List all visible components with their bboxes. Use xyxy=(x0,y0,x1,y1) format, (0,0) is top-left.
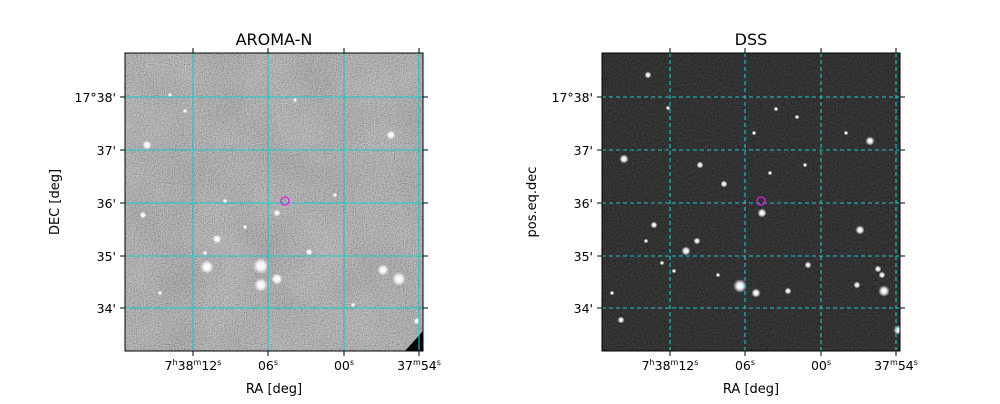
y-tick-label: 36' xyxy=(97,196,116,211)
star xyxy=(212,234,222,244)
star xyxy=(392,272,406,286)
sky-image-aroma xyxy=(125,53,423,351)
y-tick-labels: 17°38' 37' 36' 35' 34' xyxy=(552,90,594,316)
star xyxy=(242,224,248,230)
y-axis-label: DEC [deg] xyxy=(48,169,63,235)
y-tick-label: 34' xyxy=(97,301,116,316)
x-tick-label: 06s xyxy=(735,358,755,373)
star xyxy=(751,130,757,136)
star xyxy=(865,136,875,146)
target-circle-icon xyxy=(280,196,290,206)
target-circle-icon xyxy=(756,196,766,206)
star xyxy=(757,208,767,218)
star xyxy=(644,71,652,79)
star xyxy=(202,250,208,256)
star xyxy=(693,237,701,245)
star xyxy=(794,114,800,120)
y-tick-label: 34' xyxy=(574,301,593,316)
star xyxy=(386,130,396,140)
star xyxy=(617,316,625,324)
star xyxy=(855,225,865,235)
star xyxy=(659,260,665,266)
x-tick-labels: 7h38m12s 06s 00s 37m54s xyxy=(642,358,918,373)
star xyxy=(332,192,338,198)
y-tick-label: 35' xyxy=(97,249,116,264)
star xyxy=(305,248,313,256)
star xyxy=(252,257,270,275)
star-field xyxy=(139,92,421,325)
star xyxy=(643,238,649,244)
x-axis-label: RA [deg] xyxy=(246,382,302,397)
star xyxy=(671,268,677,274)
star xyxy=(650,221,658,229)
star xyxy=(377,264,389,276)
y-axis-label: pos.eq.dec xyxy=(525,167,540,238)
star xyxy=(720,180,728,188)
y-tick-label: 37' xyxy=(97,143,116,158)
star xyxy=(773,106,779,112)
x-tick-label: 06s xyxy=(258,358,278,373)
tick-marks xyxy=(120,48,428,356)
tick-marks xyxy=(597,48,905,356)
star xyxy=(222,198,228,204)
x-tick-label: 00s xyxy=(811,358,831,373)
x-tick-label: 37m54s xyxy=(874,358,918,373)
star xyxy=(273,209,281,217)
axes-frame xyxy=(601,52,901,352)
star xyxy=(271,273,283,285)
axes-frame xyxy=(124,52,424,352)
star xyxy=(843,130,849,136)
star xyxy=(665,105,671,111)
x-axis-label: RA [deg] xyxy=(723,382,779,397)
coordinate-grid xyxy=(125,53,423,351)
star-field xyxy=(609,71,900,335)
coordinate-grid xyxy=(602,53,900,351)
star xyxy=(142,140,152,150)
star xyxy=(292,97,298,103)
star xyxy=(157,290,163,296)
star xyxy=(893,325,900,335)
star xyxy=(254,278,268,292)
y-tick-label: 17°38' xyxy=(552,90,594,105)
panel-aroma-n: AROMA-N 17°38' 37' 36' 35' 34' 7h38m1 xyxy=(48,30,441,397)
panel-title: DSS xyxy=(735,30,768,49)
star xyxy=(784,287,792,295)
panel-title: AROMA-N xyxy=(236,30,313,49)
star xyxy=(619,154,629,164)
star xyxy=(802,162,808,168)
star xyxy=(167,92,173,98)
y-tick-label: 36' xyxy=(574,196,593,211)
x-tick-label: 7h38m12s xyxy=(642,358,699,373)
star xyxy=(878,271,886,279)
x-tick-labels: 7h38m12s 06s 00s 37m54s xyxy=(165,358,441,373)
x-tick-label: 37m54s xyxy=(397,358,441,373)
star xyxy=(350,302,356,308)
panel-dss: DSS 17°38' 37' 36' 35' 34' 7h38m12s 06s xyxy=(525,30,918,397)
star xyxy=(878,285,890,297)
star xyxy=(609,290,615,296)
star xyxy=(139,211,147,219)
star xyxy=(733,279,747,293)
star xyxy=(874,265,882,273)
star xyxy=(853,281,861,289)
star xyxy=(767,170,773,176)
star xyxy=(200,260,214,274)
star xyxy=(182,108,188,114)
y-tick-label: 35' xyxy=(574,249,593,264)
x-tick-label: 7h38m12s xyxy=(165,358,222,373)
star xyxy=(696,161,704,169)
star xyxy=(804,261,812,269)
star xyxy=(681,246,691,256)
y-tick-label: 17°38' xyxy=(75,90,117,105)
star xyxy=(751,288,761,298)
x-tick-label: 00s xyxy=(334,358,354,373)
sky-image-dss xyxy=(602,53,900,351)
y-tick-labels: 17°38' 37' 36' 35' 34' xyxy=(75,90,117,316)
y-tick-label: 37' xyxy=(574,143,593,158)
star xyxy=(715,272,721,278)
